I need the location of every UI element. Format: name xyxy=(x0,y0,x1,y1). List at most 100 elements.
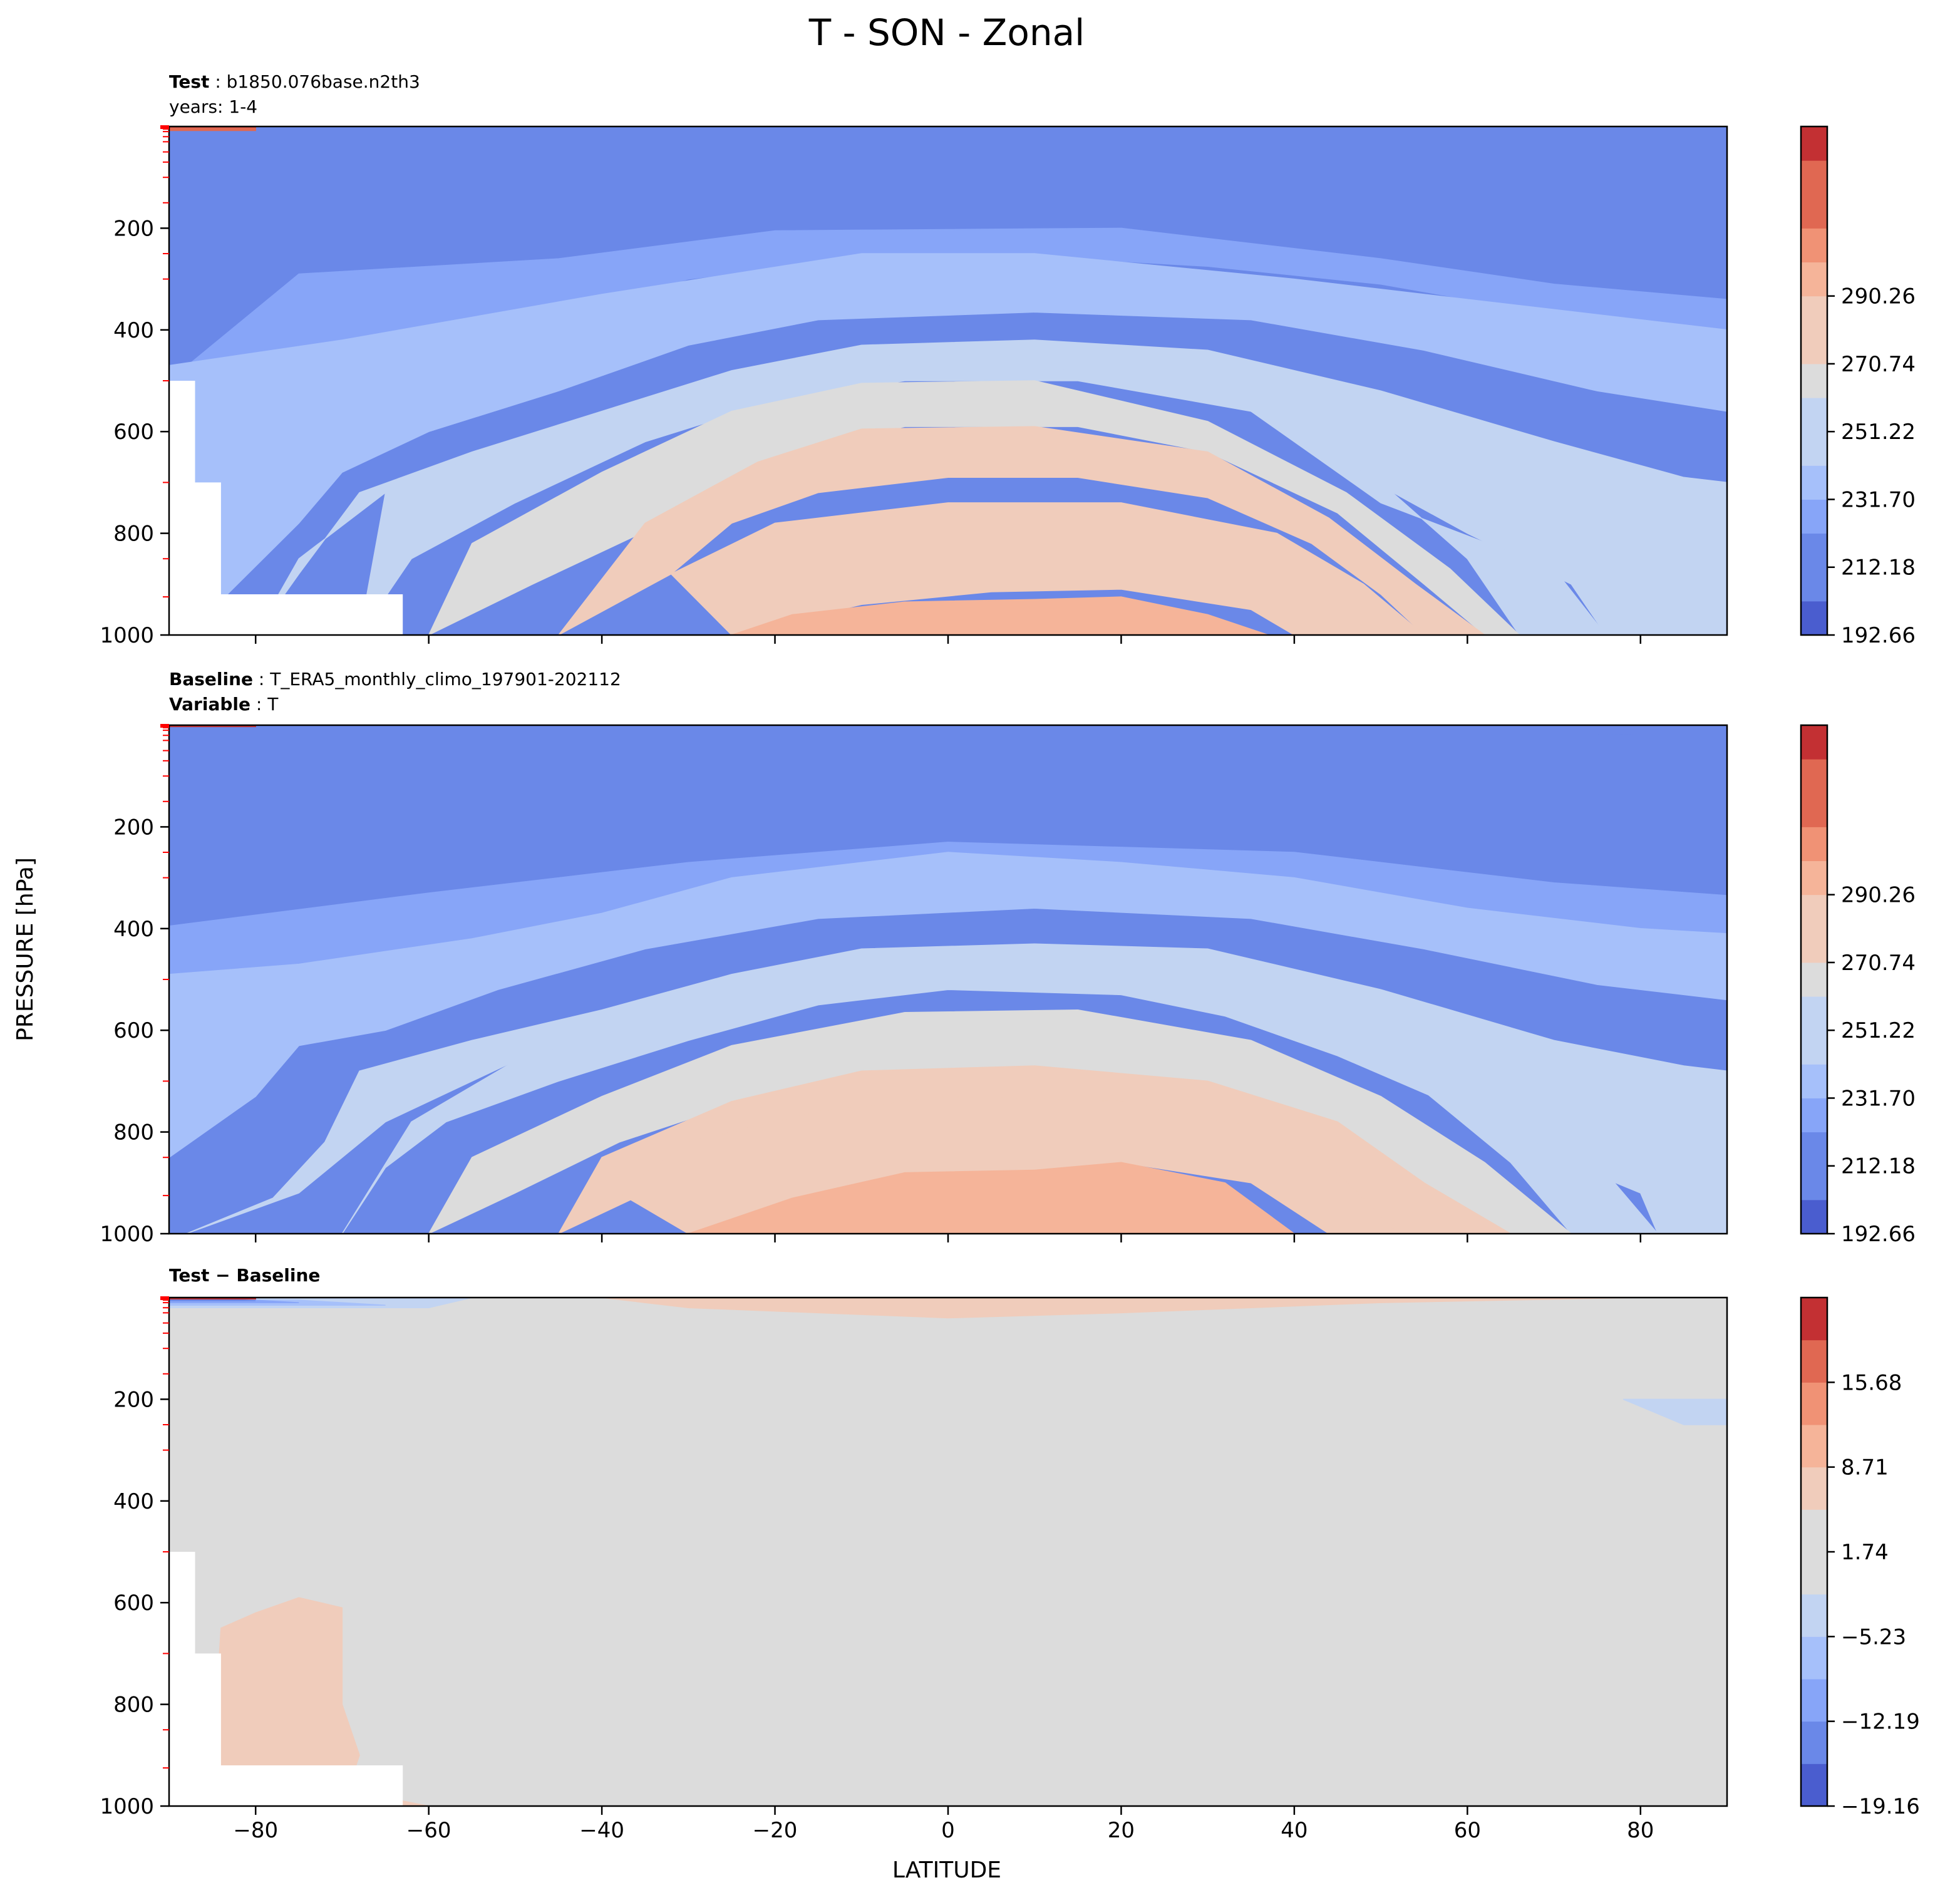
baseline-colorbar-swatch-7 xyxy=(1801,962,1827,997)
test-colorbar-swatch-3 xyxy=(1801,499,1827,534)
difference-y-tick-label-2: 600 xyxy=(113,1591,154,1616)
baseline-colorbar-tick-label-1: 212.18 xyxy=(1841,1154,1916,1179)
variable-name: T xyxy=(267,694,279,715)
difference-colorbar-swatch-4 xyxy=(1801,1594,1827,1637)
test-colorbar-swatch-8 xyxy=(1801,329,1827,364)
test-header-sep: : xyxy=(209,71,226,92)
x-axis-label: LATITUDE xyxy=(892,1857,1001,1883)
baseline-colorbar-tick-label-3: 251.22 xyxy=(1841,1018,1916,1043)
difference-header: Test − Baseline xyxy=(169,1265,320,1286)
test-y-tick-label-0: 200 xyxy=(113,216,154,241)
difference-y-tick-label-1: 400 xyxy=(113,1489,154,1514)
baseline-contour-band-13 xyxy=(688,1162,1296,1234)
test-missing-data-mask xyxy=(169,381,403,635)
test-colorbar-swatch-7 xyxy=(1801,363,1827,398)
test-contour-band-9 xyxy=(359,364,1607,635)
baseline-header-1: Baseline : T_ERA5_monthly_climo_197901-2… xyxy=(169,669,621,689)
x-tick-label-7: 60 xyxy=(1454,1818,1481,1843)
baseline-y-tick-label-1: 400 xyxy=(113,917,154,942)
baseline-contour-band-7 xyxy=(169,852,1727,1159)
test-top-level-marker xyxy=(160,125,169,129)
baseline-colorbar-swatch-14 xyxy=(1801,725,1827,760)
test-contour-band-12 xyxy=(670,502,1425,635)
baseline-colorbar-swatch-6 xyxy=(1801,996,1827,1031)
test-contour-band-15 xyxy=(169,127,256,132)
figure-title: T - SON - Zonal xyxy=(808,11,1085,54)
baseline-panel: Baseline : T_ERA5_monthly_climo_197901-2… xyxy=(100,669,1916,1247)
test-y-tick-label-1: 400 xyxy=(113,318,154,343)
baseline-contour-band-9 xyxy=(341,979,1659,1234)
baseline-case-name: T_ERA5_monthly_climo_197901-202112 xyxy=(269,669,621,689)
test-colorbar-swatch-13 xyxy=(1801,160,1827,195)
difference-colorbar-tick-label-0: −19.16 xyxy=(1841,1794,1920,1819)
difference-colorbar-swatch-5 xyxy=(1801,1552,1827,1595)
difference-colorbar-tick-label-5: 15.68 xyxy=(1841,1370,1902,1395)
baseline-colorbar-swatch-9 xyxy=(1801,894,1827,929)
x-tick-label-6: 40 xyxy=(1281,1818,1308,1843)
test-header-label: Test xyxy=(169,71,209,92)
test-contour-plot xyxy=(168,125,1728,644)
test-colorbar: 192.66 212.18 231.70 251.22 270.74 290.26 xyxy=(1800,125,1916,648)
difference-colorbar-tick-label-1: −12.19 xyxy=(1841,1710,1920,1735)
test-colorbar-swatch-1 xyxy=(1801,567,1827,602)
difference-colorbar: −19.16 −12.19 −5.23 1.74 8.71 15.68 xyxy=(1800,1296,1920,1819)
test-y-tick-label-2: 600 xyxy=(113,420,154,445)
baseline-y-tick-label-2: 600 xyxy=(113,1018,154,1043)
baseline-contour-fills xyxy=(169,725,1727,1234)
test-colorbar-tick-label-5: 290.26 xyxy=(1841,284,1916,309)
difference-colorbar-tick-label-3: 1.74 xyxy=(1841,1540,1889,1565)
test-colorbar-tick-label-1: 212.18 xyxy=(1841,555,1916,581)
baseline-colorbar-swatch-12 xyxy=(1801,793,1827,827)
baseline-colorbar-tick-label-2: 231.70 xyxy=(1841,1086,1916,1111)
test-contour-band-7 xyxy=(169,253,1727,635)
baseline-colorbar-swatch-13 xyxy=(1801,759,1827,793)
test-colorbar-swatch-14 xyxy=(1801,126,1827,161)
difference-top-level-marker xyxy=(160,1296,169,1300)
difference-colorbar-swatch-8 xyxy=(1801,1425,1827,1468)
baseline-colorbar-swatch-1 xyxy=(1801,1165,1827,1200)
baseline-colorbar-swatch-10 xyxy=(1801,860,1827,896)
test-colorbar-swatch-10 xyxy=(1801,262,1827,297)
baseline-colorbar-swatch-8 xyxy=(1801,928,1827,963)
test-colorbar-swatch-11 xyxy=(1801,228,1827,263)
baseline-y-tick-label-0: 200 xyxy=(113,815,154,840)
baseline-top-level-marker xyxy=(160,724,169,728)
baseline-header-2: Variable : T xyxy=(169,694,279,715)
difference-colorbar-swatch-1 xyxy=(1801,1721,1827,1764)
baseline-y-tick-label-4: 1000 xyxy=(100,1222,154,1247)
test-contour-band-13 xyxy=(731,596,1269,635)
x-tick-label-1: −60 xyxy=(406,1818,451,1843)
x-tick-label-5: 20 xyxy=(1108,1818,1135,1843)
test-colorbar-swatch-6 xyxy=(1801,398,1827,432)
baseline-colorbar-frame xyxy=(1800,724,1828,1235)
test-y-tick-label-4: 1000 xyxy=(100,623,154,648)
variable-sep: : xyxy=(250,694,267,715)
test-colorbar-swatch-12 xyxy=(1801,194,1827,229)
difference-colorbar-swatch-9 xyxy=(1801,1382,1827,1425)
baseline-colorbar-swatch-0 xyxy=(1801,1199,1827,1234)
difference-y-tick-label-0: 200 xyxy=(113,1387,154,1412)
test-colorbar-tick-label-0: 192.66 xyxy=(1841,623,1916,648)
baseline-colorbar: 192.66 212.18 231.70 251.22 270.74 290.26 xyxy=(1800,724,1916,1247)
baseline-y-tick-label-3: 800 xyxy=(113,1120,154,1145)
difference-colorbar-swatch-11 xyxy=(1801,1298,1827,1341)
difference-colorbar-swatch-0 xyxy=(1801,1763,1827,1807)
x-tick-label-0: −80 xyxy=(233,1818,278,1843)
baseline-colorbar-swatch-4 xyxy=(1801,1064,1827,1098)
difference-colorbar-swatch-6 xyxy=(1801,1509,1827,1552)
difference-colorbar-swatch-2 xyxy=(1801,1679,1827,1722)
test-panel: Test : b1850.076base.n2th3 years: 1-4 20… xyxy=(100,71,1916,648)
baseline-contour-plot xyxy=(168,724,1728,1242)
difference-y-tick-label-4: 1000 xyxy=(100,1794,154,1819)
difference-y-axis: 200 400 600 800 1000 xyxy=(100,1296,169,1819)
test-colorbar-swatch-9 xyxy=(1801,296,1827,331)
test-colorbar-swatch-5 xyxy=(1801,431,1827,466)
variable-label: Variable xyxy=(169,694,250,715)
test-y-axis: 200 400 600 800 1000 xyxy=(100,125,169,648)
baseline-colorbar-swatch-3 xyxy=(1801,1098,1827,1133)
baseline-colorbar-tick-label-5: 290.26 xyxy=(1841,883,1916,908)
difference-colorbar-swatch-3 xyxy=(1801,1636,1827,1680)
baseline-colorbar-swatch-2 xyxy=(1801,1132,1827,1167)
baseline-colorbar-swatch-5 xyxy=(1801,1030,1827,1065)
